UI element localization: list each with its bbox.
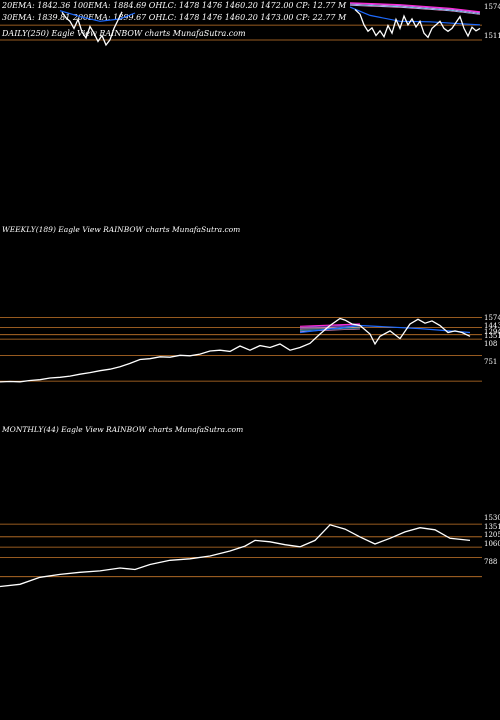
daily-ema-long-line-2 [349,2,481,13]
weekly-level-label-1294: 1294 [484,328,500,336]
daily-ema-short-line-1 [349,6,481,26]
daily-band-2-line-2 [349,4,481,14]
daily-level-label-1511: 1511 [484,32,500,40]
weekly-price-line-0 [0,317,471,383]
daily-panel: 20EMA: 1842.36 100EMA: 1884.69 OHLC: 147… [0,1,500,47]
daily-header-line-2: 30EMA: 1839.81 200EMA: 1899.67 OHLC: 147… [2,13,347,22]
monthly-title: MONTHLY(44) Eagle View RAINBOW charts Mu… [1,425,243,434]
weekly-level-label-1574: 1574 [484,314,500,322]
monthly-level-label-1060: 1060 [484,540,500,548]
daily-ema-short-line-0 [59,10,136,22]
daily-band-1-line-2 [349,3,481,14]
daily-header-line-1: 20EMA: 1842.36 100EMA: 1884.69 OHLC: 147… [1,1,347,10]
monthly-panel: MONTHLY(44) Eagle View RAINBOW charts Mu… [0,425,500,588]
monthly-level-label-1351: 1351 [484,523,500,531]
weekly-level-label-108: 108 [484,340,497,348]
monthly-level-label-1205: 1205 [484,531,500,539]
daily-band-4-line-2 [349,5,481,15]
weekly-level-label-1443: 1443 [484,322,500,330]
daily-level-label-1574: 1574 [484,3,500,11]
daily-price-line-0 [61,11,123,47]
daily-price-line-1 [354,9,481,39]
weekly-level-label-751: 751 [484,358,497,366]
daily-title: DAILY(250) Eagle View RAINBOW charts Mun… [1,29,246,38]
weekly-level-label-1351: 1351 [484,332,500,340]
monthly-level-label-788: 788 [484,558,497,566]
monthly-price-line-0 [0,524,471,588]
daily-band-3-line-2 [349,4,481,15]
weekly-panel: WEEKLY(189) Eagle View RAINBOW charts Mu… [0,225,500,383]
weekly-title: WEEKLY(189) Eagle View RAINBOW charts Mu… [2,225,240,234]
weekly-band-2-line-3 [299,326,361,330]
monthly-level-label-1530: 1530 [484,514,500,522]
